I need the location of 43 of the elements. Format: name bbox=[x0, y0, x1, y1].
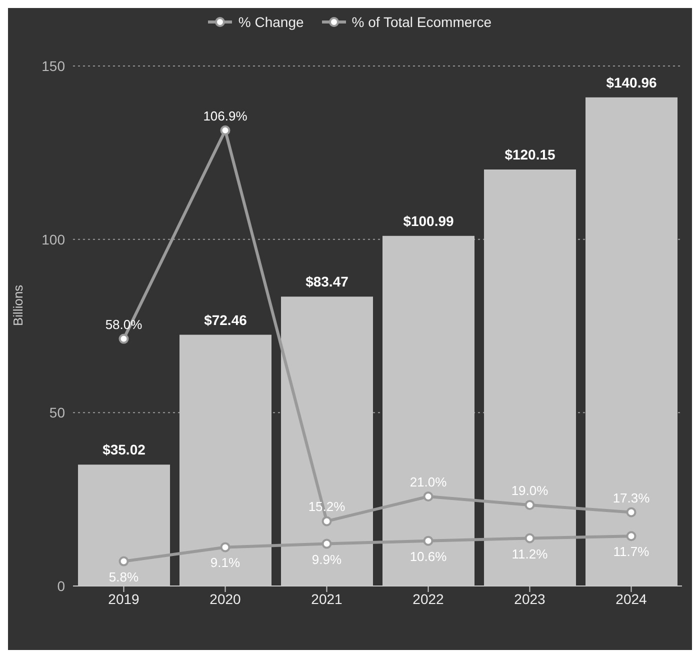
point bbox=[423, 491, 434, 502]
data-label: 11.7% bbox=[613, 544, 650, 560]
data-label: 58.0% bbox=[105, 316, 143, 332]
legend-label: % Change bbox=[237, 14, 304, 30]
x-tick-label: 2024 bbox=[616, 590, 648, 607]
data-label: $120.15 bbox=[504, 146, 556, 162]
y-tick-label: 100 bbox=[42, 231, 66, 248]
data-label: $100.99 bbox=[403, 212, 454, 229]
data-label: $72.46 bbox=[204, 312, 248, 328]
data-label: 10.6% bbox=[410, 548, 448, 564]
x-tick-label: 2019 bbox=[108, 590, 140, 607]
y-tick-label: 150 bbox=[42, 58, 66, 74]
data-label: 9.9% bbox=[312, 552, 342, 567]
x-tick-label: 2022 bbox=[412, 590, 444, 607]
data-label: $140.96 bbox=[606, 74, 658, 90]
y-tick-label: 50 bbox=[49, 404, 66, 421]
point bbox=[524, 533, 535, 544]
data-label: 17.3% bbox=[612, 490, 650, 506]
point bbox=[423, 536, 434, 546]
data-label: 21.0% bbox=[410, 474, 448, 490]
y-tick-label: 0 bbox=[57, 578, 66, 594]
data-label: 15.2% bbox=[308, 499, 346, 514]
point bbox=[118, 334, 129, 344]
data-label: $83.47 bbox=[306, 274, 349, 290]
data-label: 106.9% bbox=[203, 108, 248, 124]
data-label: $35.02 bbox=[102, 442, 146, 458]
point bbox=[322, 538, 332, 549]
y-axis-title: Billions bbox=[10, 284, 26, 326]
data-label: 19.0% bbox=[511, 483, 549, 498]
point bbox=[118, 556, 129, 566]
legend-label: % of Total Ecommerce bbox=[350, 14, 492, 30]
point bbox=[626, 507, 636, 518]
x-tick-label: 2021 bbox=[311, 590, 343, 607]
x-tick-label: 2023 bbox=[514, 590, 546, 607]
data-label: 9.1% bbox=[210, 555, 240, 570]
x-tick-label: 2020 bbox=[210, 590, 242, 607]
data-label: 11.2% bbox=[512, 546, 548, 562]
point bbox=[626, 531, 636, 542]
point bbox=[524, 500, 535, 510]
point bbox=[220, 542, 230, 552]
point bbox=[322, 516, 332, 526]
point bbox=[220, 125, 230, 136]
data-label: 5.8% bbox=[108, 569, 139, 584]
